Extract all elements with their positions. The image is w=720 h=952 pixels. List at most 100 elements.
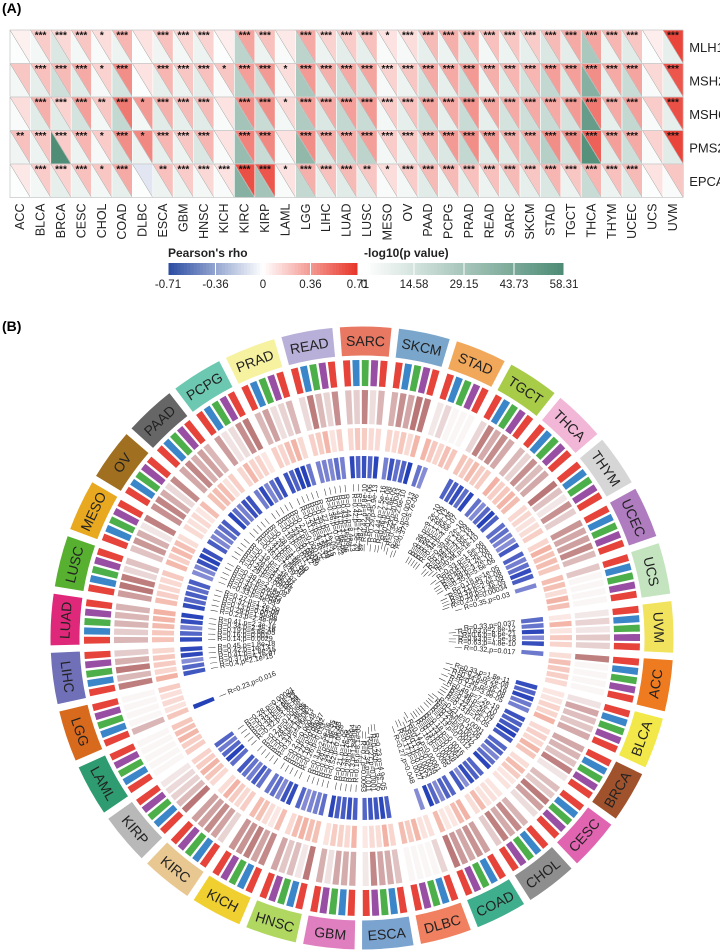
pvalue-track-cell bbox=[464, 793, 481, 815]
correlation-track-cell bbox=[574, 609, 609, 619]
cell-diagonal bbox=[91, 130, 113, 165]
cell-diagonal bbox=[417, 29, 439, 64]
correlation-track-cell bbox=[285, 400, 302, 435]
pvalue-track-cell bbox=[273, 808, 288, 831]
inner-significance-bar bbox=[441, 774, 457, 797]
pvalue-track-cell bbox=[368, 428, 375, 451]
panel-b-label: (B) bbox=[2, 318, 22, 334]
pvalue-track-cell bbox=[547, 664, 570, 673]
significance-stars: *** bbox=[422, 131, 434, 142]
legend-gradient-step bbox=[326, 263, 330, 275]
cancer-column-label: PAAD bbox=[421, 204, 435, 237]
significance-stars: ** bbox=[159, 165, 167, 176]
correlation-track-cell bbox=[536, 757, 568, 782]
gene-colour-strip bbox=[587, 513, 614, 532]
correlation-track-cell bbox=[427, 401, 445, 437]
cell-diagonal bbox=[417, 163, 439, 198]
significance-stars: *** bbox=[606, 64, 618, 75]
cell-diagonal bbox=[315, 163, 337, 198]
gene-colour-strip bbox=[94, 706, 122, 721]
significance-stars: *** bbox=[606, 165, 618, 176]
sector-label-box bbox=[465, 877, 526, 929]
legend-title: -log10(p value) bbox=[364, 246, 449, 260]
legend-gradient-step bbox=[231, 263, 235, 275]
correlation-track-cell bbox=[442, 834, 461, 868]
cell-diagonal bbox=[213, 29, 235, 64]
significance-stars: *** bbox=[341, 165, 353, 176]
cancer-column-label: HNSC bbox=[197, 204, 211, 239]
correlation-track-cell bbox=[562, 707, 597, 725]
legend-gradient-step bbox=[250, 263, 254, 275]
correlation-track-cell bbox=[461, 824, 484, 858]
legend-gradient-step bbox=[437, 263, 442, 275]
correlation-track-cell bbox=[132, 537, 167, 556]
pvalue-track-cell bbox=[153, 608, 176, 617]
gene-colour-strip bbox=[227, 391, 246, 418]
inner-significance-bar bbox=[448, 484, 465, 506]
gene-colour-strip bbox=[290, 367, 304, 395]
cell-diagonal bbox=[213, 96, 235, 131]
inner-significance-bar bbox=[294, 786, 307, 809]
correlation-track-cell bbox=[540, 500, 573, 525]
gene-colour-strip bbox=[608, 682, 636, 694]
gene-colour-strip bbox=[84, 650, 111, 660]
significance-stars: *** bbox=[76, 165, 88, 176]
legend-gradient-step bbox=[544, 263, 548, 275]
pvalue-track-cell bbox=[509, 751, 530, 769]
legend-gradient-step bbox=[550, 263, 555, 275]
pvalue-track-cell bbox=[161, 695, 185, 707]
legend-gradient-step bbox=[180, 263, 185, 275]
inner-significance-bar bbox=[193, 563, 216, 577]
correlation-track-cell bbox=[324, 849, 335, 884]
cell-diagonal bbox=[580, 29, 602, 64]
correlation-track-cell bbox=[254, 411, 274, 446]
pvalue-track-cell bbox=[173, 539, 196, 555]
inner-significance-bar bbox=[196, 558, 219, 572]
cell-diagonal bbox=[234, 96, 256, 131]
cell-diagonal bbox=[70, 29, 92, 64]
cell-diagonal bbox=[621, 130, 643, 165]
pvalue-track-cell bbox=[170, 546, 193, 561]
legend-gradient-step bbox=[527, 263, 532, 275]
legend-gradient-step bbox=[494, 263, 498, 275]
pvalue-track-cell bbox=[361, 428, 368, 451]
pvalue-track-cell bbox=[195, 752, 216, 771]
cell-diagonal bbox=[336, 163, 358, 198]
gene-colour-strip bbox=[572, 484, 598, 505]
legend-gradient-step bbox=[237, 263, 242, 275]
cell-diagonal bbox=[111, 63, 133, 98]
correlation-track-cell bbox=[376, 390, 385, 425]
correlation-track-cell bbox=[220, 430, 245, 463]
significance-stars: *** bbox=[504, 165, 516, 176]
cell-diagonal bbox=[50, 130, 72, 165]
inner-significance-bar bbox=[183, 667, 206, 677]
inner-significance-bar bbox=[431, 780, 446, 802]
pvalue-track-cell bbox=[404, 820, 415, 843]
correlation-track-cell bbox=[384, 850, 395, 885]
gene-colour-strip bbox=[309, 363, 321, 391]
inner-significance-bar bbox=[285, 783, 299, 806]
cell-diagonal bbox=[580, 63, 602, 98]
correlation-track-cell bbox=[345, 390, 353, 425]
gene-colour-strip bbox=[600, 712, 628, 727]
gene-colour-strip bbox=[241, 384, 259, 412]
correlation-label: — R=0.16,p=8.1e-05 bbox=[351, 725, 363, 792]
pvalue-track-cell bbox=[541, 574, 564, 586]
cell-diagonal bbox=[458, 96, 480, 131]
significance-stars: *** bbox=[402, 165, 414, 176]
significance-stars: * bbox=[385, 31, 389, 42]
cell-diagonal bbox=[91, 29, 113, 64]
correlation-track-cell bbox=[572, 595, 608, 607]
significance-stars: *** bbox=[565, 165, 577, 176]
gene-colour-strip bbox=[328, 888, 339, 915]
significance-stars: *** bbox=[545, 165, 557, 176]
inner-significance-bar bbox=[476, 746, 496, 766]
gene-colour-strip bbox=[562, 469, 587, 490]
gene-colour-strip bbox=[547, 450, 572, 473]
correlation-track-cell bbox=[118, 677, 153, 691]
gene-colour-strip bbox=[512, 414, 534, 440]
cell-diagonal bbox=[540, 29, 562, 64]
gene-colour-strip bbox=[286, 880, 300, 908]
sector-cancer-label: LUAD bbox=[56, 601, 74, 639]
correlation-track-cell bbox=[568, 571, 603, 586]
